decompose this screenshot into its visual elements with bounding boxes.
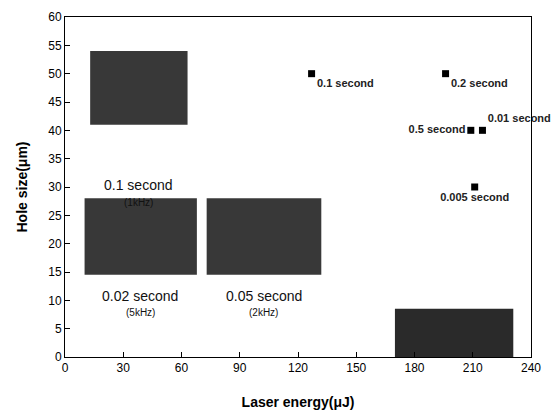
svg-text:0.5 second: 0.5 second [409, 123, 466, 135]
svg-text:50: 50 [48, 67, 62, 81]
svg-text:120: 120 [288, 361, 308, 375]
svg-text:Laser energy(μJ): Laser energy(μJ) [242, 394, 355, 410]
svg-text:0.02 second: 0.02 second [102, 288, 178, 304]
svg-text:0.1 second: 0.1 second [317, 77, 374, 89]
svg-text:150: 150 [346, 361, 366, 375]
svg-text:45: 45 [48, 95, 62, 109]
svg-text:0: 0 [62, 361, 69, 375]
svg-text:35: 35 [48, 152, 62, 166]
svg-text:20: 20 [48, 237, 62, 251]
svg-text:0.1 second: 0.1 second [104, 177, 173, 193]
svg-text:(5kHz): (5kHz) [126, 307, 155, 318]
svg-text:40: 40 [48, 124, 62, 138]
svg-text:0.005 second: 0.005 second [440, 191, 509, 203]
svg-text:15: 15 [48, 265, 62, 279]
svg-text:0.01 second: 0.01 second [488, 112, 551, 124]
svg-text:60: 60 [175, 361, 189, 375]
svg-text:(2kHz): (2kHz) [249, 307, 278, 318]
svg-text:10: 10 [48, 294, 62, 308]
svg-text:55: 55 [48, 39, 62, 53]
svg-text:Hole size(μm): Hole size(μm) [14, 141, 30, 232]
svg-text:0.05 second: 0.05 second [226, 288, 302, 304]
svg-text:25: 25 [48, 209, 62, 223]
svg-text:90: 90 [233, 361, 247, 375]
svg-text:0.2 second: 0.2 second [451, 77, 508, 89]
svg-text:0: 0 [55, 350, 62, 364]
svg-text:60: 60 [48, 10, 62, 24]
svg-text:(1kHz): (1kHz) [124, 197, 153, 208]
svg-text:180: 180 [404, 361, 424, 375]
svg-text:210: 210 [463, 361, 483, 375]
svg-text:30: 30 [117, 361, 131, 375]
svg-text:5: 5 [55, 322, 62, 336]
svg-text:240: 240 [521, 361, 541, 375]
svg-text:30: 30 [48, 180, 62, 194]
